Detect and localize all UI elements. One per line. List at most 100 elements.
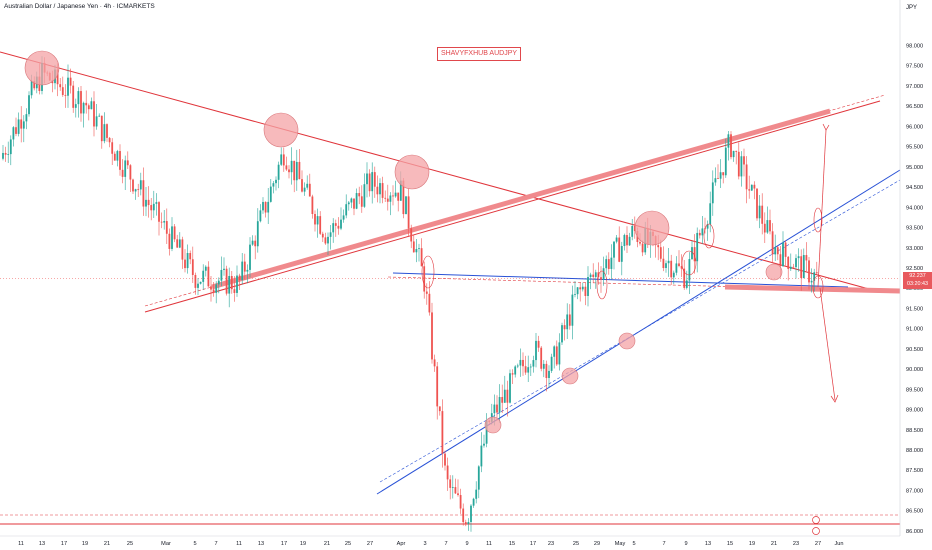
- candle-body: [685, 280, 688, 288]
- price-tick-label: 97.500: [906, 64, 923, 70]
- swing-highlight-circle: [263, 112, 299, 148]
- candle-body: [126, 160, 129, 166]
- candle-body: [722, 172, 725, 176]
- candle-body: [366, 173, 368, 185]
- candle-body: [527, 367, 530, 373]
- candle-body: [376, 186, 379, 195]
- ascending-resistance-line: [144, 100, 881, 313]
- support-zone-band: [724, 284, 901, 294]
- candle-body: [228, 276, 231, 294]
- candle-body: [137, 189, 140, 191]
- candle-body: [735, 150, 738, 152]
- candle-body: [477, 466, 480, 490]
- candle-body: [587, 276, 589, 296]
- candle-body: [121, 169, 124, 177]
- candle-body: [496, 404, 498, 413]
- candle-body: [158, 202, 160, 222]
- candle-body: [589, 274, 592, 277]
- candle-body: [28, 95, 30, 115]
- candle-body: [155, 202, 158, 204]
- candle-body: [77, 91, 80, 105]
- price-tick-label: 87.500: [906, 468, 923, 474]
- candles-layer: [2, 56, 818, 532]
- candle-body: [670, 260, 673, 278]
- candle-body: [171, 226, 173, 249]
- candle-body: [111, 142, 114, 154]
- candle-body: [319, 216, 322, 234]
- candle-body: [613, 241, 615, 258]
- neckline-blue: [392, 272, 849, 288]
- candle-body: [103, 124, 106, 142]
- time-tick-label: Jun: [834, 541, 843, 547]
- candle-body: [64, 94, 67, 96]
- candle-body: [386, 198, 389, 202]
- candle-body: [657, 245, 660, 248]
- rising-support-dashed: [379, 179, 901, 483]
- candle-body: [2, 152, 4, 159]
- candle-body: [95, 116, 98, 127]
- candle-body: [340, 219, 342, 229]
- candle-body: [639, 241, 641, 244]
- candle-body: [795, 258, 797, 268]
- candle-body: [332, 223, 335, 233]
- symbol-title: Australian Dollar / Japanese Yen · 4h · …: [4, 3, 155, 10]
- candle-body: [368, 173, 371, 192]
- candle-body: [701, 228, 704, 236]
- candle-body: [727, 134, 730, 148]
- candle-body: [150, 205, 153, 211]
- time-tick-label: 11: [486, 541, 492, 547]
- candle-body: [204, 266, 207, 271]
- candle-body: [561, 325, 563, 343]
- candle-body: [147, 199, 150, 206]
- candle-body: [59, 84, 62, 88]
- candle-body: [498, 397, 501, 413]
- candle-body: [384, 197, 387, 199]
- candle-body: [324, 237, 327, 244]
- candle-body: [717, 178, 719, 179]
- candle-body: [420, 248, 423, 267]
- swing-highlight-circle: [394, 154, 430, 190]
- resistance-zone-band: [211, 108, 831, 290]
- candle-body: [698, 232, 701, 236]
- candle-body: [813, 272, 816, 281]
- candle-body: [215, 284, 218, 293]
- candle-body: [688, 259, 691, 281]
- candle-body: [334, 223, 337, 226]
- candle-body: [709, 203, 712, 225]
- candle-body: [93, 101, 95, 127]
- candle-body: [607, 259, 610, 269]
- candle-body: [272, 183, 275, 187]
- pattern-marker-ellipse: [421, 255, 435, 289]
- candle-body: [766, 220, 769, 233]
- time-tick-label: 21: [104, 541, 110, 547]
- price-tick-label: 86.500: [906, 509, 923, 515]
- candle-body: [579, 287, 582, 290]
- candle-body: [555, 346, 558, 365]
- candle-body: [776, 247, 779, 255]
- candle-body: [431, 312, 433, 360]
- candle-body: [537, 340, 540, 348]
- time-tick-label: 11: [18, 541, 24, 547]
- candle-body: [145, 199, 147, 207]
- candle-body: [540, 347, 543, 369]
- candle-body: [308, 183, 311, 197]
- candle-body: [288, 169, 290, 173]
- candle-body: [407, 196, 410, 229]
- candle-body: [236, 275, 238, 293]
- candle-body: [191, 259, 194, 275]
- candle-body: [410, 228, 413, 242]
- candle-body: [594, 272, 597, 277]
- candle-body: [485, 420, 488, 444]
- candle-body: [415, 249, 418, 253]
- price-tick-label: 96.000: [906, 124, 923, 130]
- candle-body: [184, 259, 186, 269]
- candle-body: [436, 366, 439, 407]
- candle-body: [61, 87, 64, 95]
- candle-body: [347, 202, 350, 205]
- candle-body: [714, 178, 717, 183]
- candle-body: [784, 242, 787, 257]
- candle-body: [360, 196, 363, 207]
